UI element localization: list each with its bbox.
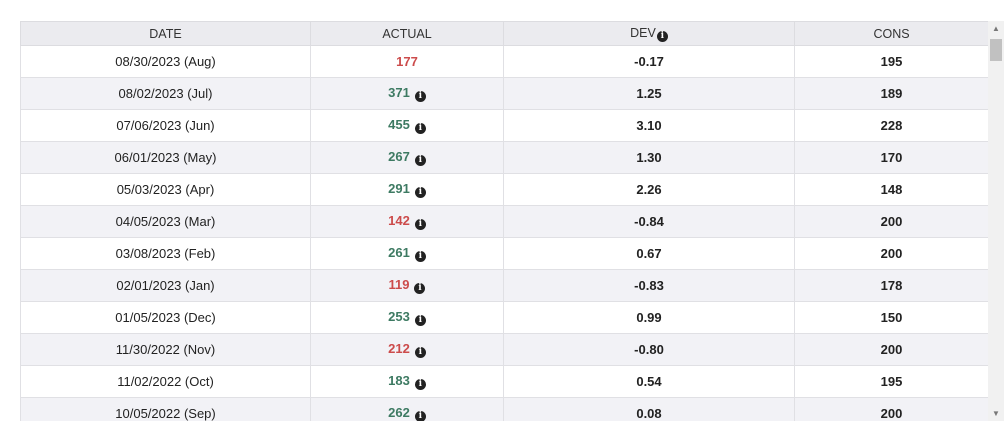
actual-value: 291: [388, 181, 410, 196]
info-icon[interactable]: i: [414, 155, 426, 166]
actual-value: 119: [388, 277, 410, 292]
economic-data-table: DATE ACTUAL DEV i CONS 08/30/2023 (Aug) 1…: [20, 21, 989, 421]
info-icon[interactable]: i: [656, 30, 668, 42]
header-actual[interactable]: ACTUAL: [310, 21, 504, 46]
info-icon[interactable]: i: [414, 123, 426, 134]
info-icon[interactable]: i: [414, 347, 426, 358]
dev-cell: -0.84: [503, 205, 795, 238]
scrollbar-thumb[interactable]: [990, 39, 1002, 61]
table-row[interactable]: 11/02/2022 (Oct) 183 i 0.54 195: [20, 365, 989, 398]
info-icon[interactable]: i: [414, 283, 426, 294]
cons-cell: 150: [794, 301, 989, 334]
date-cell: 05/03/2023 (Apr): [20, 173, 311, 206]
date-cell: 04/05/2023 (Mar): [20, 205, 311, 238]
actual-value: 267: [388, 149, 410, 164]
cons-cell: 200: [794, 333, 989, 366]
cons-cell: 228: [794, 109, 989, 142]
table-row[interactable]: 04/05/2023 (Mar) 142 i -0.84 200: [20, 205, 989, 238]
info-icon[interactable]: i: [414, 219, 426, 230]
date-cell: 02/01/2023 (Jan): [20, 269, 311, 302]
dev-cell: 0.67: [503, 237, 795, 270]
dev-cell: 2.26: [503, 173, 795, 206]
dev-cell: -0.17: [503, 45, 795, 78]
actual-cell: 291 i: [310, 173, 504, 206]
data-table-container: DATE ACTUAL DEV i CONS 08/30/2023 (Aug) 1…: [20, 21, 1004, 421]
actual-value: 177: [396, 54, 418, 69]
table-row[interactable]: 08/02/2023 (Jul) 371 i 1.25 189: [20, 77, 989, 110]
actual-cell: 142 i: [310, 205, 504, 238]
date-cell: 10/05/2022 (Sep): [20, 397, 311, 421]
table-row[interactable]: 02/01/2023 (Jan) 119 i -0.83 178: [20, 269, 989, 302]
actual-cell: 177: [310, 45, 504, 78]
actual-cell: 261 i: [310, 237, 504, 270]
dev-cell: -0.80: [503, 333, 795, 366]
info-icon[interactable]: i: [414, 91, 426, 102]
actual-cell: 212 i: [310, 333, 504, 366]
actual-value: 142: [388, 213, 410, 228]
actual-cell: 119 i: [310, 269, 504, 302]
info-icon[interactable]: i: [414, 379, 426, 390]
header-cons[interactable]: CONS: [794, 21, 989, 46]
dev-cell: 0.08: [503, 397, 795, 421]
date-cell: 01/05/2023 (Dec): [20, 301, 311, 334]
cons-cell: 178: [794, 269, 989, 302]
actual-cell: 262 i: [310, 397, 504, 421]
header-dev[interactable]: DEV i: [503, 21, 795, 46]
actual-cell: 253 i: [310, 301, 504, 334]
date-cell: 11/30/2022 (Nov): [20, 333, 311, 366]
date-cell: 08/02/2023 (Jul): [20, 77, 311, 110]
vertical-scrollbar[interactable]: ▲ ▼: [988, 21, 1004, 421]
actual-value: 455: [388, 117, 410, 132]
cons-cell: 195: [794, 365, 989, 398]
table-row[interactable]: 11/30/2022 (Nov) 212 i -0.80 200: [20, 333, 989, 366]
table-header: DATE ACTUAL DEV i CONS: [20, 21, 989, 46]
cons-cell: 189: [794, 77, 989, 110]
table-row[interactable]: 10/05/2022 (Sep) 262 i 0.08 200: [20, 397, 989, 421]
actual-value: 253: [388, 309, 410, 324]
cons-cell: 170: [794, 141, 989, 174]
actual-cell: 371 i: [310, 77, 504, 110]
date-cell: 06/01/2023 (May): [20, 141, 311, 174]
info-icon[interactable]: i: [414, 251, 426, 262]
actual-cell: 455 i: [310, 109, 504, 142]
date-cell: 11/02/2022 (Oct): [20, 365, 311, 398]
actual-cell: 183 i: [310, 365, 504, 398]
table-row[interactable]: 05/03/2023 (Apr) 291 i 2.26 148: [20, 173, 989, 206]
scroll-down-icon[interactable]: ▼: [992, 409, 1000, 418]
actual-value: 212: [388, 341, 410, 356]
dev-cell: 0.99: [503, 301, 795, 334]
cons-cell: 200: [794, 205, 989, 238]
cons-cell: 200: [794, 397, 989, 421]
dev-cell: 3.10: [503, 109, 795, 142]
date-cell: 03/08/2023 (Feb): [20, 237, 311, 270]
info-icon[interactable]: i: [414, 187, 426, 198]
table-row[interactable]: 07/06/2023 (Jun) 455 i 3.10 228: [20, 109, 989, 142]
date-cell: 08/30/2023 (Aug): [20, 45, 311, 78]
info-icon[interactable]: i: [414, 411, 426, 421]
dev-cell: 1.25: [503, 77, 795, 110]
actual-value: 371: [388, 85, 410, 100]
header-dev-label: DEV: [630, 25, 656, 40]
header-date[interactable]: DATE: [20, 21, 311, 46]
table-row[interactable]: 01/05/2023 (Dec) 253 i 0.99 150: [20, 301, 989, 334]
table-row[interactable]: 03/08/2023 (Feb) 261 i 0.67 200: [20, 237, 989, 270]
actual-value: 261: [388, 245, 410, 260]
cons-cell: 200: [794, 237, 989, 270]
actual-value: 183: [388, 373, 410, 388]
cons-cell: 148: [794, 173, 989, 206]
dev-cell: -0.83: [503, 269, 795, 302]
table-row[interactable]: 08/30/2023 (Aug) 177 -0.17 195: [20, 45, 989, 78]
scroll-up-icon[interactable]: ▲: [992, 24, 1000, 33]
cons-cell: 195: [794, 45, 989, 78]
date-cell: 07/06/2023 (Jun): [20, 109, 311, 142]
actual-cell: 267 i: [310, 141, 504, 174]
dev-cell: 0.54: [503, 365, 795, 398]
info-icon[interactable]: i: [414, 315, 426, 326]
table-row[interactable]: 06/01/2023 (May) 267 i 1.30 170: [20, 141, 989, 174]
actual-value: 262: [388, 405, 410, 420]
dev-cell: 1.30: [503, 141, 795, 174]
